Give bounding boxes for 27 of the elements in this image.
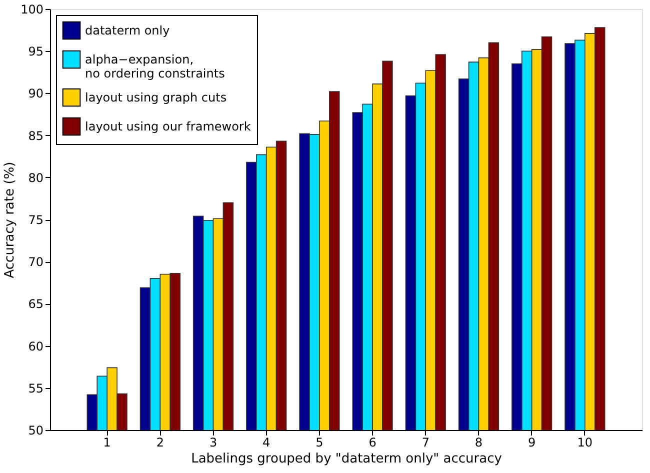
x-tick-label: 5 xyxy=(316,436,324,450)
y-tick-label: 50 xyxy=(28,424,44,438)
x-tick-label: 9 xyxy=(528,436,536,450)
x-tick-label: 3 xyxy=(209,436,218,450)
y-tick-label: 80 xyxy=(28,170,44,185)
legend-label: layout using our framework xyxy=(85,120,251,134)
x-tick-label: 2 xyxy=(156,436,164,450)
x-tick-label: 7 xyxy=(422,436,430,450)
y-tick-label: 90 xyxy=(28,86,44,101)
x-axis-title: Labelings grouped by "dataterm only" accuracy xyxy=(191,452,502,466)
y-tick-label: 85 xyxy=(28,128,44,143)
x-tick-label: 4 xyxy=(262,436,270,450)
x-tick-label: 6 xyxy=(368,436,376,450)
y-tick-label: 95 xyxy=(28,44,44,59)
y-tick-label: 65 xyxy=(28,297,44,312)
y-tick-label: 70 xyxy=(28,255,44,270)
legend-label: dataterm only xyxy=(85,24,170,38)
y-tick-label: 60 xyxy=(28,339,44,354)
legend-label: alpha−expansion, no ordering constraints xyxy=(85,52,225,80)
legend-label: layout using graph cuts xyxy=(85,90,227,104)
y-tick-label: 100 xyxy=(20,2,44,16)
x-tick-label: 1 xyxy=(103,436,111,450)
x-tick-label: 10 xyxy=(577,436,593,450)
x-tick-label: 8 xyxy=(474,436,483,450)
y-tick-label: 75 xyxy=(28,213,44,227)
y-axis-title: Accuracy rate (%) xyxy=(2,162,18,278)
y-tick-label: 55 xyxy=(28,381,44,396)
